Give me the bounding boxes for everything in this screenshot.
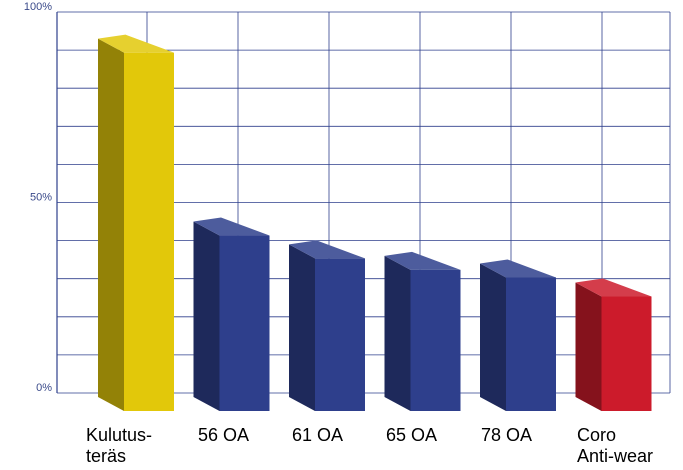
bar [480, 259, 556, 411]
bar [193, 217, 270, 411]
y-tick-label: 0% [36, 382, 52, 394]
bar-front-face [315, 258, 365, 411]
x-tick-label: 61 OA [292, 425, 343, 445]
bar-front-face [506, 277, 556, 411]
bar-top-face [98, 34, 174, 53]
bar-side-face [384, 255, 411, 411]
bar-side-face [98, 38, 124, 412]
x-axis-labels: Kulutus-teräs 56 OA 61 OA 65 OA 78 OA Coro Ant… [86, 425, 653, 466]
bar [289, 240, 365, 411]
bar-side-face [193, 221, 220, 411]
bar-top-face [384, 251, 461, 270]
bar [98, 34, 174, 412]
bar-front-face [601, 296, 652, 411]
y-axis-ticks: 0% 50% 100% [24, 1, 52, 394]
bar [384, 251, 461, 411]
bar-side-face [289, 244, 315, 411]
bar-side-face [480, 263, 506, 411]
bar-top-face [575, 278, 652, 297]
bar-top-face [289, 240, 365, 259]
bar-top-face [480, 259, 556, 278]
x-tick-label: Coro Anti-wear [577, 425, 653, 466]
y-tick-label: 100% [24, 1, 52, 13]
bar-front-face [219, 235, 270, 411]
x-tick-label: Kulutus-teräs [86, 425, 152, 466]
bar-top-face [193, 217, 270, 236]
x-tick-label: 78 OA [481, 425, 532, 445]
bar-side-face [575, 282, 602, 411]
bar [575, 278, 652, 411]
y-tick-label: 50% [30, 192, 52, 204]
bar-front-face [410, 269, 461, 411]
x-tick-label: 65 OA [386, 425, 437, 445]
x-tick-label: 56 OA [198, 425, 249, 445]
bars [98, 34, 652, 412]
bar-front-face [124, 52, 174, 412]
